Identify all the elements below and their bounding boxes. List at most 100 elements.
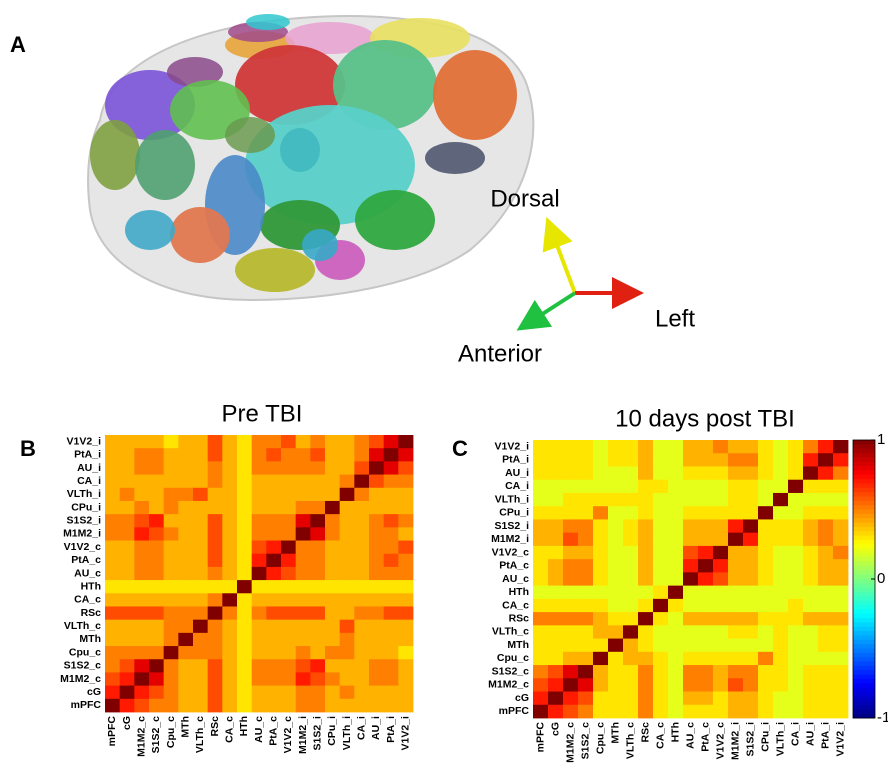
heatmap-cell [833, 533, 848, 547]
colorbar-swatch [853, 453, 875, 458]
heatmap-cell [296, 527, 311, 541]
colorbar-swatch [853, 635, 875, 640]
heatmap-cell [548, 599, 563, 613]
heatmap-cell [134, 501, 149, 515]
heatmap-cell [296, 514, 311, 528]
heatmap-cell [281, 527, 296, 541]
heatmap-cell [296, 672, 311, 686]
colorbar-swatch [853, 618, 875, 623]
heatmap-cell [683, 612, 698, 626]
heatmap-cell [833, 665, 848, 679]
heatmap-cell [354, 672, 369, 686]
heatmap-cell [340, 620, 355, 634]
heatmap-cell [120, 646, 135, 660]
heatmap-cell [833, 453, 848, 467]
heatmap-cell [354, 620, 369, 634]
heatmap-cell [713, 533, 728, 547]
heatmap-cell [369, 435, 384, 449]
heatmap-cell [773, 572, 788, 586]
heatmap-cell [369, 567, 384, 581]
heatmap-cell [803, 612, 818, 626]
heatmap-cell [623, 559, 638, 573]
heatmap-cell [563, 493, 578, 507]
heatmap-cell [384, 606, 399, 620]
heatmap-cell [310, 646, 325, 660]
heatmap-cell [178, 567, 193, 581]
heatmap-cell [164, 699, 179, 713]
colorbar-swatch [853, 592, 875, 597]
colorbar-swatch [853, 662, 875, 667]
heatmap-cell [818, 599, 833, 613]
heatmap-cell [563, 612, 578, 626]
heatmap-cell [237, 659, 252, 673]
heatmap-cell [325, 646, 340, 660]
x-tick-label: S1S2_c [579, 722, 591, 760]
heatmap-cell [698, 705, 713, 719]
colorbar-swatch [853, 553, 875, 558]
heatmap-cell [237, 541, 252, 555]
heatmap-cell [728, 506, 743, 520]
heatmap-cell [803, 506, 818, 520]
heatmap-cell [608, 493, 623, 507]
heatmap-cell [623, 506, 638, 520]
heatmap-cell [354, 567, 369, 581]
colorbar-swatch [853, 588, 875, 593]
y-tick-label: S1S2_c [492, 665, 530, 677]
heatmap-cell [398, 514, 413, 528]
heatmap-cell [237, 593, 252, 607]
heatmap-cell [668, 692, 683, 706]
heatmap-cell [325, 527, 340, 541]
heatmap-cell [668, 559, 683, 573]
heatmap-cell [563, 586, 578, 600]
heatmap-cell [548, 533, 563, 547]
colorbar-swatch [853, 479, 875, 484]
heatmap-cell [354, 699, 369, 713]
heatmap-cell [563, 599, 578, 613]
heatmap-cell [758, 639, 773, 653]
heatmap-cell [818, 625, 833, 639]
heatmap-cell [266, 593, 281, 607]
heatmap-cell [266, 527, 281, 541]
heatmap-cell [608, 678, 623, 692]
heatmap-cell [296, 435, 311, 449]
heatmap-cell [668, 665, 683, 679]
heatmap-cell [237, 448, 252, 462]
x-tick-label: S1S2_i [311, 716, 323, 751]
heatmap-cell [340, 514, 355, 528]
heatmap-cell [398, 435, 413, 449]
colorbar-swatch [853, 657, 875, 662]
heatmap-cell [252, 488, 267, 502]
heatmap-cell [398, 488, 413, 502]
heatmap-cell [237, 620, 252, 634]
colorbar-tick-label: 1 [877, 431, 885, 448]
heatmap-cell [325, 501, 340, 515]
heatmap-cell [803, 453, 818, 467]
heatmap-cell [548, 639, 563, 653]
heatmap-cell [578, 440, 593, 454]
colorbar-swatch [853, 518, 875, 523]
heatmap-cell [134, 659, 149, 673]
heatmap-cell [758, 533, 773, 547]
heatmap-cell [105, 699, 120, 713]
heatmap-cell [208, 620, 223, 634]
heatmap-cell [208, 488, 223, 502]
heatmap-cell [120, 527, 135, 541]
heatmap-cell [296, 699, 311, 713]
heatmap-cell [668, 440, 683, 454]
heatmap-cell [398, 567, 413, 581]
colorbar-swatch [853, 675, 875, 680]
heatmap-cell [105, 475, 120, 489]
heatmap-cell [252, 435, 267, 449]
heatmap-cell [698, 533, 713, 547]
heatmap-cell [758, 559, 773, 573]
heatmap-cell [281, 646, 296, 660]
heatmap-cell [713, 705, 728, 719]
heatmap-cell [369, 672, 384, 686]
heatmap-cell [638, 705, 653, 719]
heatmap-cell [310, 699, 325, 713]
axis-label: Left [655, 305, 695, 332]
y-tick-label: PtA_i [74, 449, 101, 461]
y-tick-label: AU_c [74, 567, 101, 579]
heatmap-cell [398, 580, 413, 594]
heatmap-cell [105, 567, 120, 581]
